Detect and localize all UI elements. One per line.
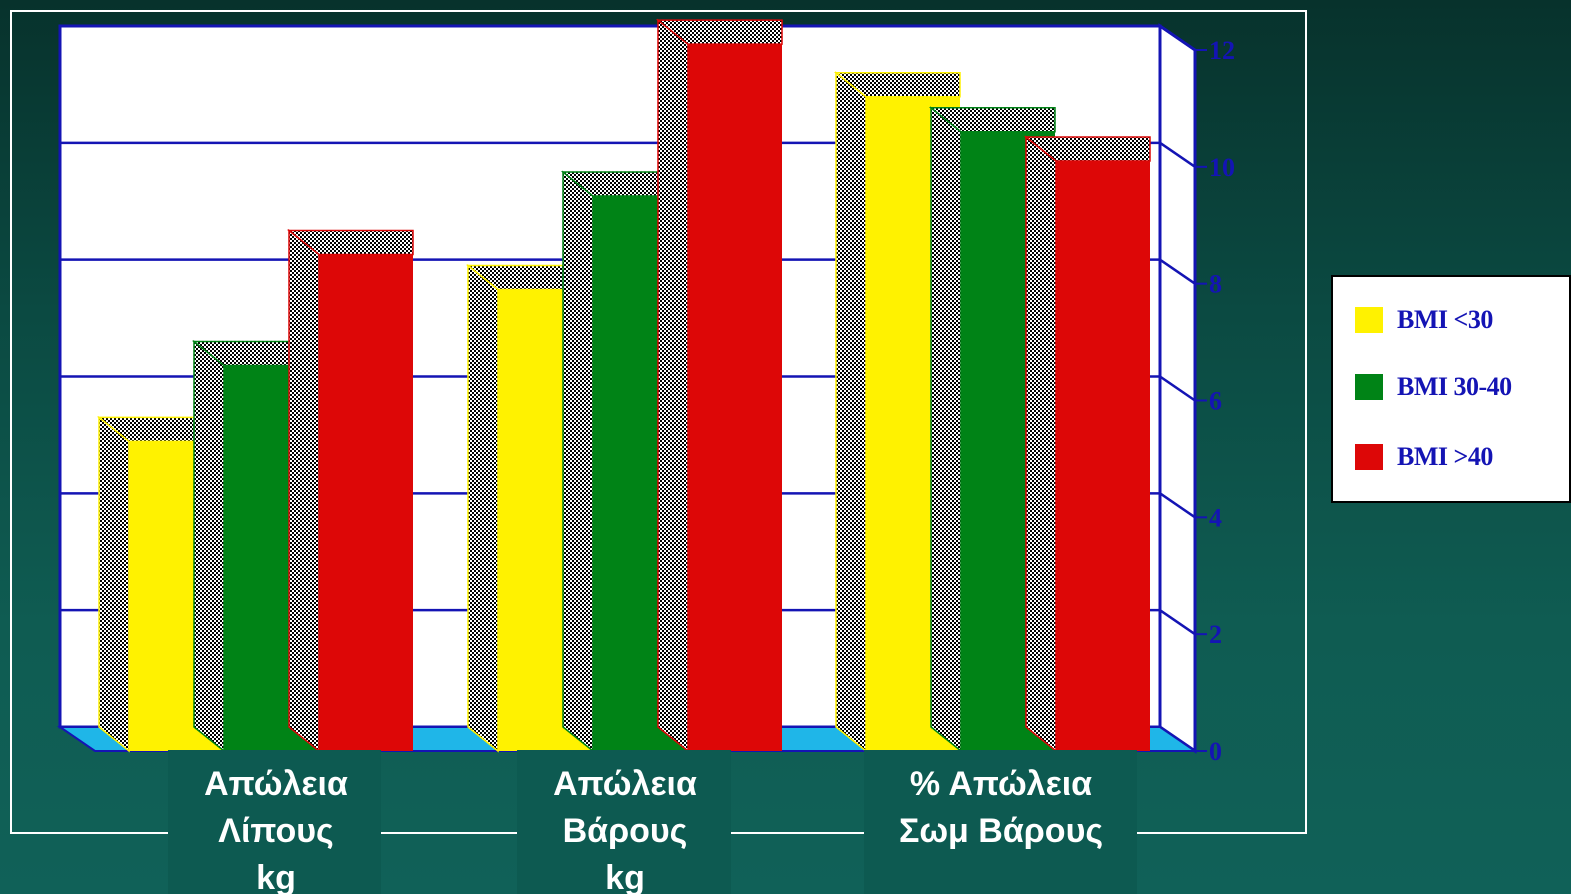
legend-label: BMI >40 — [1397, 442, 1493, 471]
bar-side-face — [193, 339, 225, 753]
bar-side-face — [657, 18, 689, 753]
x-category-label: Απώλεια — [553, 765, 697, 803]
bar-side-face — [835, 71, 867, 753]
x-category-label: kg — [605, 859, 645, 894]
legend-swatch-bmi-30-40 — [1355, 374, 1383, 400]
bar-side-face — [562, 170, 594, 753]
gridline-side — [1159, 375, 1196, 402]
legend-label: BMI 30-40 — [1397, 372, 1512, 401]
bar-side-face — [930, 106, 962, 753]
y-tick-label: 8 — [1209, 270, 1222, 299]
bar-side-face — [288, 228, 320, 753]
x-category-label: % Απώλεια — [910, 765, 1092, 803]
x-category-label: kg — [256, 859, 296, 894]
bar-side-face — [98, 415, 130, 753]
bar-front-face — [319, 254, 413, 752]
y-tick-label: 12 — [1209, 36, 1235, 65]
category-label-box — [864, 750, 1137, 894]
y-tick-label: 2 — [1209, 620, 1222, 649]
x-category-label: Σωμ Βάρους — [899, 812, 1103, 850]
x-category-label: Απώλεια — [204, 765, 348, 803]
legend-item-bmi-30-40: BMI 30-40 — [1355, 372, 1512, 402]
bar — [1023, 135, 1151, 753]
legend-item-bmi-over-40: BMI >40 — [1355, 442, 1493, 472]
category-label-box — [517, 750, 731, 894]
chart-legend: BMI <30 BMI 30-40 BMI >40 — [1331, 275, 1571, 503]
bar-side-face — [467, 263, 499, 753]
bar — [286, 228, 414, 753]
legend-label: BMI <30 — [1397, 305, 1493, 334]
legend-item-bmi-under-30: BMI <30 — [1355, 305, 1493, 335]
x-category-label: Λίπους — [218, 812, 333, 850]
legend-swatch-bmi-over-40 — [1355, 444, 1383, 470]
gridline-side — [1159, 492, 1196, 519]
y-tick-label: 10 — [1209, 153, 1235, 182]
category-label-box — [168, 750, 381, 894]
gridline-side — [1159, 609, 1196, 636]
bar — [655, 18, 783, 753]
x-category-label: Βάρους — [563, 812, 688, 850]
gridline-side — [1159, 258, 1196, 285]
bar-front-face — [688, 44, 782, 752]
y-tick-label: 4 — [1209, 503, 1222, 532]
gridline-side — [1159, 24, 1196, 52]
legend-swatch-bmi-under-30 — [1355, 307, 1383, 333]
bar-front-face — [1056, 160, 1150, 751]
gridline-side — [1159, 141, 1196, 168]
y-tick-label: 0 — [1209, 737, 1222, 766]
bar-side-face — [1025, 135, 1057, 753]
y-tick-label: 6 — [1209, 387, 1222, 416]
